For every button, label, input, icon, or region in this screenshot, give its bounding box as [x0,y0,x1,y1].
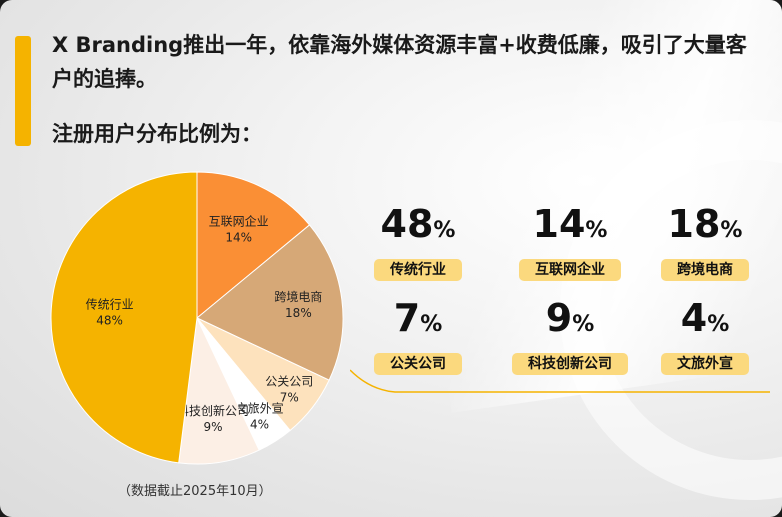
accent-bar [15,36,31,146]
headline: X Branding推出一年，依靠海外媒体资源丰富+收费低廉，吸引了大量客户的追… [52,33,747,91]
stat-value: 18% [667,202,743,246]
slice-category-label: 传统行业 [86,296,134,311]
stat-card: 14% 互联网企业 [510,202,630,281]
stat-label: 文旅外宣 [661,353,749,375]
slice-value-label: 14% [225,230,252,244]
stat-label: 互联网企业 [519,259,621,281]
pie-slice [196,171,311,320]
pie-slice [50,171,198,464]
stat-value: 4% [680,296,730,340]
pie-slice [178,316,260,465]
stat-value: 14% [532,202,608,246]
subheadline: 注册用户分布比例为： [52,122,262,146]
slice-value-label: 48% [96,313,123,327]
stat-label: 公关公司 [374,353,462,375]
pie-slice [196,224,344,381]
slice-category-label: 科技创新公司 [177,403,249,418]
stat-label: 传统行业 [374,259,462,281]
slice-category-label: 公关公司 [265,375,313,389]
slice-value-label: 9% [203,420,222,434]
slice-value-label: 4% [250,418,269,432]
stat-value: 48% [380,202,456,246]
stat-label: 科技创新公司 [512,353,628,375]
data-footnote: （数据截止2025年10月） [118,484,272,499]
stat-value: 7% [393,296,443,340]
guide-line [350,369,770,393]
stat-card: 7% 公关公司 [358,296,478,375]
stat-card: 4% 文旅外宣 [645,296,765,375]
stat-card: 18% 跨境电商 [645,202,765,281]
stat-card: 48% 传统行业 [358,202,478,281]
slice-category-label: 互联网企业 [209,213,269,228]
slice-value-label: 7% [280,391,299,405]
stat-value: 9% [545,296,595,340]
stat-card: 9% 科技创新公司 [510,296,630,375]
slice-value-label: 18% [285,306,312,320]
slice-category-label: 文旅外宣 [236,401,284,416]
slice-category-label: 跨境电商 [274,289,322,304]
stat-label: 跨境电商 [661,259,749,281]
